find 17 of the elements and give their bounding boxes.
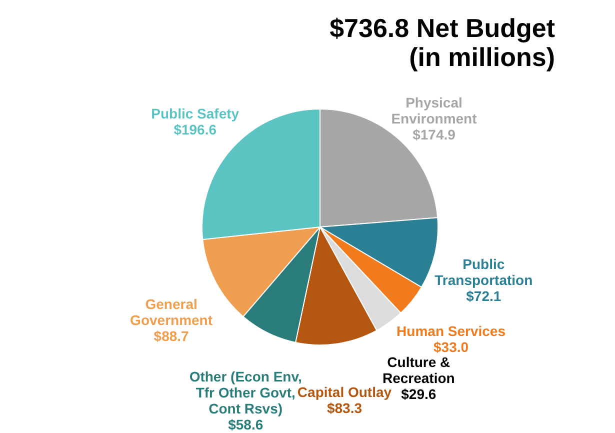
data-label: $29.6 — [401, 386, 436, 402]
data-label: $174.9 — [412, 126, 456, 143]
data-label: $88.7 — [154, 328, 190, 344]
data-label: $58.6 — [228, 416, 264, 433]
slice-label: Public Transportation — [434, 256, 533, 288]
data-label: $72.1 — [466, 288, 502, 304]
slice-label: Public Safety — [151, 106, 240, 122]
slice-label: Human Services — [396, 323, 506, 340]
data-label: $83.3 — [326, 400, 362, 416]
chart-title: $736.8 Net Budget — [330, 13, 556, 43]
slice-label: Culture & Recreation — [382, 354, 455, 386]
chart-subtitle: (in millions) — [409, 42, 555, 72]
slice-label: Physical Environment — [391, 94, 478, 127]
slice-label: Capital Outlay — [297, 384, 392, 400]
slice-label: General Government — [130, 296, 213, 328]
data-label: $196.6 — [174, 122, 217, 138]
data-label: $33.0 — [434, 339, 469, 356]
